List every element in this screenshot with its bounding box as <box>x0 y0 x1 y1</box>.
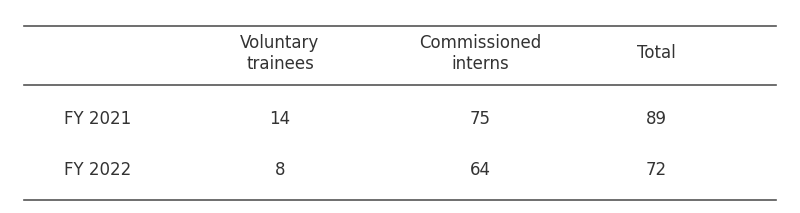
Text: 8: 8 <box>274 161 286 179</box>
Text: 89: 89 <box>646 110 666 128</box>
Text: 14: 14 <box>270 110 290 128</box>
Text: Voluntary
trainees: Voluntary trainees <box>240 34 320 73</box>
Text: FY 2022: FY 2022 <box>64 161 131 179</box>
Text: Total: Total <box>637 44 675 62</box>
Text: Commissioned
interns: Commissioned interns <box>419 34 541 73</box>
Text: 72: 72 <box>646 161 666 179</box>
Text: 64: 64 <box>470 161 490 179</box>
Text: FY 2021: FY 2021 <box>64 110 131 128</box>
Text: 75: 75 <box>470 110 490 128</box>
